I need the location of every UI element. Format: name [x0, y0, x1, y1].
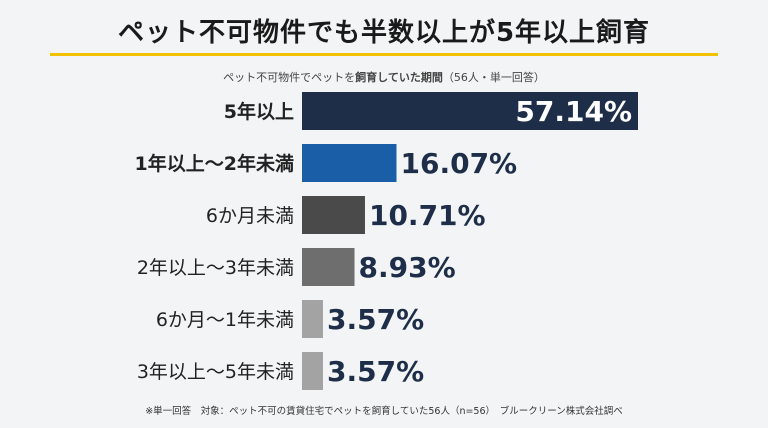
- value-label: 10.71%: [369, 199, 486, 232]
- category-label: 6か月未満: [206, 205, 294, 227]
- bar: [302, 300, 323, 338]
- subtitle-post: （56人・単一回答）: [442, 71, 545, 84]
- bar: [302, 92, 638, 130]
- value-label: 16.07%: [400, 147, 517, 180]
- value-label: 57.14%: [515, 95, 632, 128]
- bar: [302, 352, 323, 390]
- category-label: 5年以上: [224, 100, 294, 123]
- value-label: 3.57%: [327, 303, 424, 336]
- chart-title: ペット不可物件でも半数以上が5年以上飼育: [117, 18, 651, 48]
- footnote: ※単一回答 対象：ペット不可の賃貸住宅でペットを飼育していた56人（n=56） …: [145, 406, 623, 417]
- category-label: 3年以上～5年未満: [137, 361, 294, 383]
- category-label: 1年以上～2年未満: [135, 152, 294, 175]
- bar: [302, 248, 355, 286]
- chart-subtitle: ペット不可物件でペットを飼育していた期間（56人・単一回答）: [0, 69, 768, 85]
- subtitle-bold: 飼育していた期間: [355, 71, 443, 84]
- value-label: 8.93%: [359, 251, 456, 284]
- bar: [302, 196, 365, 234]
- bar: [302, 144, 397, 182]
- category-label: 6か月～1年未満: [156, 309, 294, 331]
- value-label: 3.57%: [327, 355, 424, 388]
- subtitle-pre: ペット不可物件でペットを: [223, 71, 356, 84]
- category-label: 2年以上～3年未満: [137, 257, 294, 279]
- title-underline: [50, 53, 718, 56]
